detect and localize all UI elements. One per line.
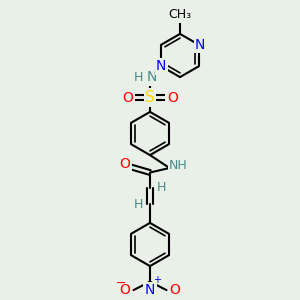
- Text: O: O: [119, 157, 130, 170]
- Text: O: O: [167, 91, 178, 104]
- Text: H: H: [134, 197, 143, 211]
- Text: +: +: [153, 275, 161, 285]
- Text: H: H: [134, 71, 143, 84]
- Text: CH₃: CH₃: [168, 8, 192, 22]
- Text: O: O: [119, 283, 130, 297]
- Text: H: H: [157, 181, 166, 194]
- Text: −: −: [116, 277, 127, 290]
- Text: N: N: [146, 70, 157, 84]
- Text: N: N: [145, 283, 155, 297]
- Text: O: O: [122, 91, 133, 104]
- Text: S: S: [145, 90, 155, 105]
- Text: NH: NH: [169, 159, 188, 172]
- Text: N: N: [156, 59, 166, 73]
- Text: N: N: [195, 38, 206, 52]
- Text: O: O: [169, 283, 180, 297]
